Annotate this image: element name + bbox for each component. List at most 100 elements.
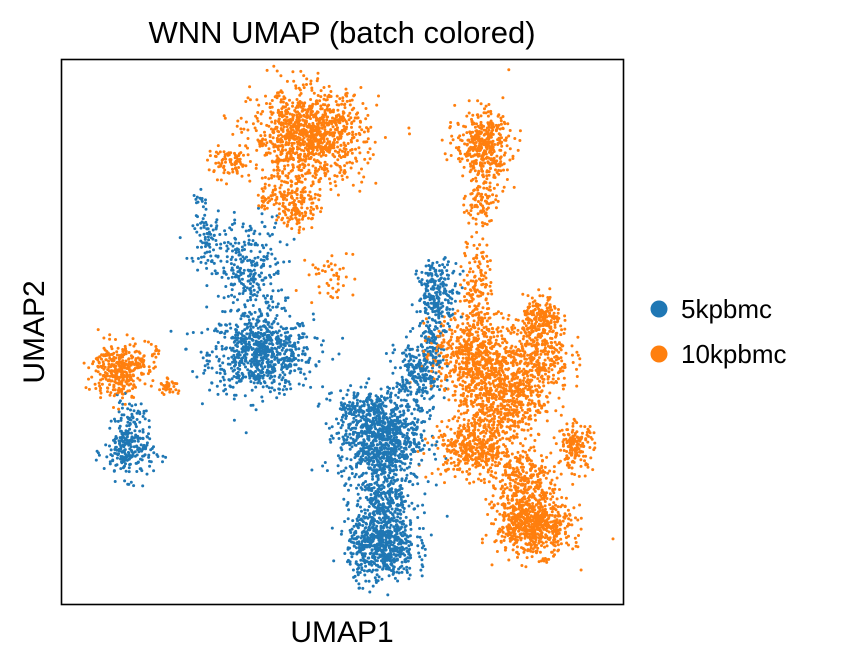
point-10kpbmc — [309, 98, 313, 101]
point-10kpbmc — [467, 99, 471, 103]
point-10kpbmc — [511, 548, 515, 552]
point-10kpbmc — [462, 203, 466, 207]
point-10kpbmc — [502, 491, 506, 495]
point-10kpbmc — [494, 338, 498, 342]
point-10kpbmc — [335, 103, 339, 107]
point-5kpbmc — [417, 445, 421, 449]
point-5kpbmc — [223, 310, 227, 314]
point-5kpbmc — [361, 586, 365, 590]
point-5kpbmc — [393, 401, 397, 405]
point-10kpbmc — [363, 157, 367, 161]
point-10kpbmc — [546, 298, 550, 302]
point-5kpbmc — [422, 443, 426, 447]
point-5kpbmc — [304, 377, 308, 381]
point-10kpbmc — [500, 144, 504, 148]
point-10kpbmc — [318, 165, 322, 169]
point-5kpbmc — [221, 361, 225, 365]
point-5kpbmc — [204, 198, 207, 202]
point-5kpbmc — [281, 346, 285, 350]
point-10kpbmc — [343, 106, 347, 110]
point-10kpbmc — [362, 140, 366, 144]
point-5kpbmc — [380, 577, 384, 581]
point-10kpbmc — [358, 189, 362, 193]
point-10kpbmc — [542, 473, 546, 477]
point-10kpbmc — [554, 409, 558, 413]
point-5kpbmc — [306, 360, 310, 364]
point-5kpbmc — [259, 328, 263, 332]
point-10kpbmc — [531, 304, 535, 308]
point-5kpbmc — [414, 272, 418, 276]
point-5kpbmc — [445, 306, 449, 310]
point-10kpbmc — [104, 377, 108, 381]
point-5kpbmc — [276, 289, 280, 293]
point-10kpbmc — [543, 352, 547, 356]
point-5kpbmc — [402, 468, 406, 472]
point-10kpbmc — [485, 371, 489, 375]
point-10kpbmc — [160, 391, 164, 395]
point-10kpbmc — [222, 114, 226, 118]
point-10kpbmc — [484, 403, 488, 407]
point-10kpbmc — [502, 539, 506, 542]
point-5kpbmc — [199, 226, 203, 230]
point-10kpbmc — [550, 478, 554, 482]
point-10kpbmc — [462, 165, 466, 169]
point-5kpbmc — [284, 309, 287, 313]
point-5kpbmc — [123, 479, 127, 483]
point-5kpbmc — [391, 543, 395, 547]
point-10kpbmc — [462, 210, 466, 214]
point-10kpbmc — [459, 265, 463, 269]
point-10kpbmc — [331, 296, 335, 300]
point-5kpbmc — [441, 358, 445, 362]
point-10kpbmc — [479, 479, 483, 483]
point-10kpbmc — [541, 509, 545, 513]
point-5kpbmc — [287, 344, 291, 348]
point-5kpbmc — [232, 418, 236, 422]
point-10kpbmc — [314, 272, 318, 276]
point-10kpbmc — [323, 93, 327, 97]
point-5kpbmc — [330, 434, 334, 438]
point-10kpbmc — [261, 189, 265, 193]
point-10kpbmc — [331, 153, 335, 157]
point-5kpbmc — [379, 518, 383, 522]
point-10kpbmc — [525, 491, 529, 495]
point-5kpbmc — [280, 288, 284, 292]
point-5kpbmc — [405, 354, 409, 358]
point-5kpbmc — [366, 461, 370, 465]
point-10kpbmc — [271, 160, 275, 164]
point-10kpbmc — [508, 158, 512, 162]
point-5kpbmc — [339, 401, 343, 405]
point-10kpbmc — [320, 126, 324, 130]
point-10kpbmc — [440, 420, 444, 424]
point-10kpbmc — [559, 356, 563, 360]
point-5kpbmc — [391, 482, 395, 486]
point-5kpbmc — [407, 544, 411, 548]
point-5kpbmc — [218, 371, 222, 375]
point-10kpbmc — [531, 502, 535, 505]
point-5kpbmc — [234, 273, 238, 277]
point-5kpbmc — [416, 482, 420, 486]
point-10kpbmc — [461, 322, 465, 326]
point-5kpbmc — [152, 451, 156, 455]
point-10kpbmc — [560, 359, 564, 363]
point-5kpbmc — [247, 234, 251, 238]
point-5kpbmc — [108, 462, 112, 466]
point-10kpbmc — [309, 184, 313, 188]
point-5kpbmc — [393, 348, 397, 352]
point-10kpbmc — [476, 200, 480, 203]
point-5kpbmc — [375, 400, 379, 404]
point-5kpbmc — [382, 526, 385, 530]
point-5kpbmc — [121, 402, 125, 406]
point-10kpbmc — [577, 534, 580, 537]
point-5kpbmc — [244, 431, 248, 435]
point-10kpbmc — [302, 74, 306, 78]
point-10kpbmc — [458, 370, 462, 374]
point-10kpbmc — [479, 102, 483, 106]
point-5kpbmc — [266, 374, 270, 378]
point-10kpbmc — [484, 454, 488, 458]
point-10kpbmc — [336, 158, 340, 162]
point-5kpbmc — [240, 281, 243, 285]
point-10kpbmc — [453, 398, 457, 402]
point-10kpbmc — [484, 181, 488, 184]
point-10kpbmc — [544, 372, 547, 376]
point-10kpbmc — [445, 425, 449, 429]
